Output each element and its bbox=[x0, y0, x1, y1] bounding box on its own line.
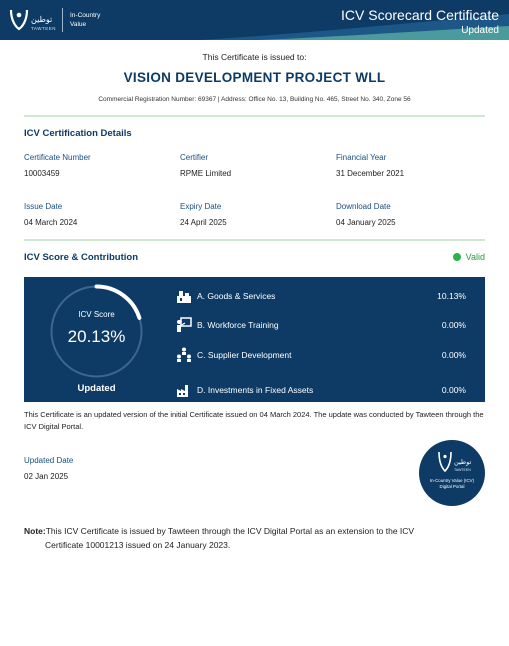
issue-date-label: Issue Date bbox=[24, 202, 63, 211]
status-badge: Valid bbox=[452, 252, 485, 262]
contribution-row-goods: A. Goods & Services 10.13% bbox=[176, 288, 466, 304]
footnote-line2: Certificate 10001213 issued on 24 Januar… bbox=[45, 540, 231, 550]
logo-divider bbox=[62, 8, 63, 32]
contribution-value: 10.13% bbox=[437, 291, 466, 301]
contribution-name: B. Workforce Training bbox=[197, 320, 279, 330]
icv-score-arc bbox=[94, 284, 142, 320]
score-panel: ICV Score 20.13% Updated A. Goods & Serv… bbox=[24, 277, 485, 402]
seal-latin: TAWTEEN bbox=[454, 468, 471, 472]
logo-latin-text: TAWTEEN bbox=[31, 26, 56, 31]
training-icon bbox=[177, 317, 192, 332]
contribution-value: 0.00% bbox=[441, 350, 466, 360]
factory-icon bbox=[177, 385, 188, 397]
icv-portal-seal: توطين TAWTEEN In-Country Value (ICV) Dig… bbox=[419, 440, 485, 506]
download-date-value: 04 January 2025 bbox=[336, 218, 396, 227]
certifier-label: Certifier bbox=[180, 153, 209, 162]
certificate-header: توطين TAWTEEN In-Country Value ICV Score… bbox=[0, 0, 509, 40]
logo-program-line2: Value bbox=[70, 21, 87, 28]
logo-arabic-text: توطين bbox=[31, 15, 53, 24]
issue-date-value: 04 March 2024 bbox=[24, 218, 78, 227]
update-note: This Certificate is an updated version o… bbox=[24, 410, 484, 431]
goods-icon bbox=[177, 291, 191, 303]
contribution-value: 0.00% bbox=[441, 320, 466, 330]
updated-date-value: 02 Jan 2025 bbox=[24, 472, 69, 481]
certificate-number-value: 10003459 bbox=[24, 169, 60, 178]
expiry-date-value: 24 April 2025 bbox=[180, 218, 227, 227]
seal-line1: In-Country Value (ICV) bbox=[430, 478, 475, 483]
status-text: Valid bbox=[465, 252, 485, 262]
updated-date-label: Updated Date bbox=[24, 456, 74, 465]
expiry-date-label: Expiry Date bbox=[180, 202, 222, 211]
company-name: VISION DEVELOPMENT PROJECT WLL bbox=[123, 70, 386, 85]
contribution-name: A. Goods & Services bbox=[197, 291, 276, 301]
contribution-row-supplier: C. Supplier Development 0.00% bbox=[176, 347, 466, 363]
contribution-row-investments: D. Investments in Fixed Assets 0.00% bbox=[176, 382, 466, 398]
seal-arabic: توطين bbox=[454, 458, 471, 466]
certificate-number-label: Certificate Number bbox=[24, 153, 91, 162]
certificate-title: ICV Scorecard Certificate bbox=[341, 7, 499, 23]
contribution-name: C. Supplier Development bbox=[197, 350, 292, 360]
icv-score-state: Updated bbox=[77, 383, 116, 394]
financial-year-value: 31 December 2021 bbox=[336, 169, 405, 178]
details-section-title: ICV Certification Details bbox=[24, 128, 132, 139]
divider bbox=[24, 239, 485, 241]
registration-details: Commercial Registration Number: 69367 | … bbox=[98, 96, 411, 103]
icv-score-value: 20.13% bbox=[67, 327, 126, 346]
icv-score-gauge bbox=[50, 284, 143, 378]
status-dot-icon bbox=[452, 253, 461, 261]
contribution-value: 0.00% bbox=[441, 385, 466, 395]
score-section-title: ICV Score & Contribution bbox=[24, 252, 138, 263]
logo-program-line1: In-Country bbox=[70, 12, 101, 19]
header-swoosh bbox=[200, 14, 509, 40]
download-date-label: Download Date bbox=[336, 202, 391, 211]
icv-score-label: ICV Score bbox=[78, 310, 115, 319]
issued-to-text: This Certificate is issued to: bbox=[202, 52, 307, 62]
certifier-value: RPME Limited bbox=[180, 169, 232, 178]
contribution-row-workforce: B. Workforce Training 0.00% bbox=[176, 317, 466, 333]
footnote-line1: This ICV Certificate is issued by Tawtee… bbox=[45, 526, 415, 536]
tawteen-logo-icon bbox=[9, 9, 29, 31]
seal-line2: Digital Portal bbox=[440, 484, 465, 489]
supplier-icon bbox=[177, 347, 191, 362]
footnote: Note:This ICV Certificate is issued by T… bbox=[24, 524, 494, 552]
certificate-subtitle: Updated bbox=[461, 25, 499, 36]
contribution-name: D. Investments in Fixed Assets bbox=[197, 385, 314, 395]
logo-program-text: In-Country Value bbox=[70, 11, 100, 29]
financial-year-label: Financial Year bbox=[336, 153, 387, 162]
divider bbox=[24, 115, 485, 117]
footnote-prefix: Note: bbox=[24, 526, 46, 536]
